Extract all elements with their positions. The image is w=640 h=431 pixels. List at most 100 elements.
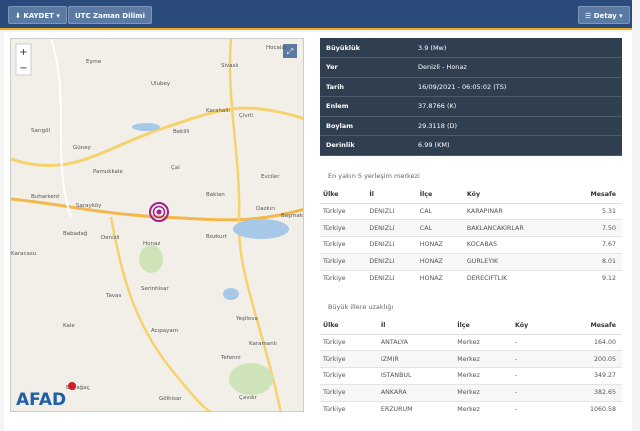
road [50, 39, 72, 218]
table-cell: Türkiye [320, 333, 378, 351]
info-label: Derinlik [320, 135, 412, 156]
table-cell: Türkiye [320, 400, 378, 418]
place-label: Dazkırı [256, 206, 275, 212]
place-label: Tavas [105, 293, 121, 299]
table-cell: 164.00 [550, 333, 622, 351]
table-row: Türkiye ERZURUM Merkez -1060.58 [320, 400, 622, 418]
place-label: Honaz [143, 241, 160, 247]
place-label: Çavdır [239, 395, 257, 401]
header-row: Ülke İl İlçe Köy Mesafe [320, 186, 622, 204]
column-header: Ülke [320, 317, 378, 335]
place-label: Baklan [206, 192, 225, 198]
table-cell: 382.65 [550, 383, 622, 402]
info-value: 29.3118 (D) [412, 116, 622, 136]
info-row: Derinlik 6.99 (KM) [320, 135, 622, 156]
forest [229, 363, 273, 395]
place-label: Karamanlı [249, 341, 277, 347]
map[interactable]: + − ⤢ Hocalar Sivaslı Ulubey Eşme Karahallı Ç… [10, 38, 304, 412]
table-cell: BAKLANCAKIRLAR [463, 219, 566, 237]
place-label: Eşme [86, 59, 102, 65]
table-cell: HONAZ [416, 236, 464, 254]
lake [132, 123, 160, 131]
save-button[interactable]: ⬇ KAYDET ▾ [8, 6, 67, 24]
column-header: Mesafe [565, 186, 622, 204]
info-row: Enlem 37.8766 (K) [320, 96, 622, 117]
place-label: Babadağ [63, 230, 87, 237]
epicenter[interactable] [149, 202, 169, 222]
table-cell: Türkiye [320, 202, 367, 220]
table-cell: HONAZ [416, 269, 464, 287]
column-header: İlçe [454, 317, 513, 335]
info-value: 37.8766 (K) [412, 96, 622, 117]
table-cell: Merkez [454, 367, 513, 385]
table-cell: - [512, 400, 551, 418]
table-cell: DERECIFTLIK [463, 269, 566, 287]
logo-dot [68, 382, 76, 390]
table-cell: Türkiye [320, 350, 378, 368]
place-label: Tefenni [220, 355, 241, 361]
table-cell: Türkiye [320, 367, 378, 385]
logo: AFAD [16, 390, 66, 410]
table-cell: KARAPINAR [463, 202, 566, 220]
table-cell: HONAZ [416, 252, 464, 271]
place-label: Evciler [261, 174, 280, 180]
lake [233, 219, 289, 239]
info-label: Büyüklük [320, 38, 412, 58]
fullscreen-button[interactable] [283, 44, 297, 58]
table-row: Türkiye ANKARA Merkez -382.65 [320, 383, 622, 402]
place-label: Güney [73, 145, 92, 151]
place-label: Çivril [239, 113, 253, 119]
place-label: Ulubey [151, 81, 171, 87]
place-label: Hocalar [266, 45, 288, 51]
table-row: Türkiye DENIZLI CAL KARAPINAR 5.31 [320, 202, 622, 220]
utc-button[interactable]: UTC Zaman Dilimi [68, 6, 152, 24]
table-cell: 349.27 [550, 367, 622, 385]
map-canvas: + − ⤢ Hocalar Sivaslı Ulubey Eşme Karahallı Ç… [11, 39, 303, 411]
detail-button[interactable]: ☰ Detay ▾ [578, 6, 630, 24]
table-row: Türkiye ANTALYA Merkez -164.00 [320, 333, 622, 351]
info-row: Yer Denizli - Honaz [320, 57, 622, 78]
place-label: Sarayköy [76, 203, 102, 209]
table-cell: DENIZLI [366, 269, 417, 287]
info-label: Enlem [320, 96, 412, 117]
table-cell: 1060.58 [550, 400, 622, 418]
column-header: İl [377, 317, 455, 335]
table-cell: Türkiye [320, 383, 378, 402]
toolbar: ⬇ KAYDET ▾ UTC Zaman Dilimi ☰ Detay ▾ [0, 0, 632, 30]
road [228, 39, 282, 411]
place-label: Yeşilova [235, 316, 258, 322]
column-header: İlçe [416, 186, 464, 204]
place-label: Karahallı [206, 108, 230, 114]
table-row: Türkiye IZMIR Merkez -200.05 [320, 350, 622, 368]
table-cell: CAL [416, 219, 464, 237]
forest [139, 245, 163, 273]
table-cell: 200.05 [550, 350, 622, 368]
place-label: Sarıgöl [31, 128, 51, 134]
table-cell: Merkez [454, 400, 513, 418]
table-cell: ANKARA [377, 383, 455, 402]
info-label: Boylam [320, 116, 412, 136]
table-row: Türkiye DENIZLI HONAZ GURLEYIK 8.01 [320, 252, 622, 271]
zoom-out[interactable]: − [19, 63, 27, 74]
table-cell: Merkez [454, 383, 513, 402]
table-cell: Türkiye [320, 269, 367, 287]
table-cell: 9.12 [565, 269, 622, 287]
place-label: Gölhisar [159, 396, 182, 402]
road [11, 106, 303, 168]
place-label: Kale [63, 323, 75, 329]
table-cell: - [512, 333, 551, 351]
table-cell: Merkez [454, 333, 513, 351]
table-row: Türkiye DENIZLI HONAZ DERECIFTLIK 9.12 [320, 269, 622, 287]
info-row: Tarih 16/09/2021 - 06:05:02 (TS) [320, 77, 622, 97]
table-row: Türkiye ISTANBUL Merkez -349.27 [320, 367, 622, 385]
info-row: Büyüklük 3.9 (Mw) [320, 38, 622, 58]
table-cell: 7.67 [565, 236, 622, 254]
zoom-in[interactable]: + [19, 47, 27, 58]
table-cell: 8.01 [565, 252, 622, 271]
zoom-control [15, 43, 32, 76]
column-header: Köy [463, 186, 566, 204]
table-cell: ISTANBUL [377, 367, 455, 385]
table-cell: - [512, 350, 551, 368]
lake [223, 288, 239, 300]
cities-title: Büyük illere uzaklığı [328, 303, 394, 311]
